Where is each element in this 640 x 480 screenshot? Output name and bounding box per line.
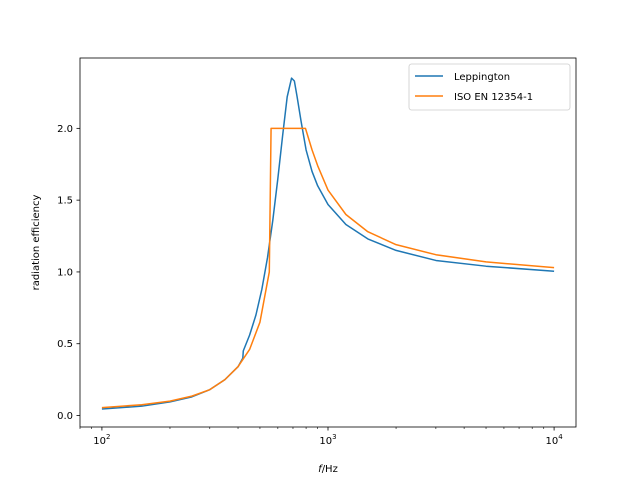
- series-line-2: [101, 127, 555, 409]
- y-tick-label: 1.0: [57, 267, 73, 278]
- legend-label-1: Leppington: [454, 72, 510, 83]
- plot-area: [80, 58, 576, 427]
- series-layer: [101, 77, 555, 410]
- x-tick-label: 104: [545, 433, 563, 447]
- legend: Leppington ISO EN 12354-1: [408, 63, 571, 111]
- x-tick-label: 102: [93, 433, 110, 447]
- y-tick-label: 0.5: [57, 339, 73, 350]
- y-tick-label: 0.0: [57, 411, 73, 422]
- legend-box: [408, 63, 571, 111]
- y-tick-label: 2.0: [57, 124, 73, 135]
- x-axis-label-var: f: [318, 464, 323, 475]
- x-axis-ticks: 102 103 104: [79, 427, 563, 447]
- x-axis-label-unit: /Hz: [322, 464, 338, 475]
- legend-label-2: ISO EN 12354-1: [454, 92, 533, 103]
- y-axis-ticks: 0.0 0.5 1.0 1.5 2.0: [57, 124, 80, 422]
- y-tick-label: 1.5: [57, 196, 73, 207]
- y-axis-label: radiation efficiency: [31, 195, 42, 291]
- x-tick-label: 103: [319, 433, 336, 447]
- x-axis-label: f/Hz: [318, 464, 338, 475]
